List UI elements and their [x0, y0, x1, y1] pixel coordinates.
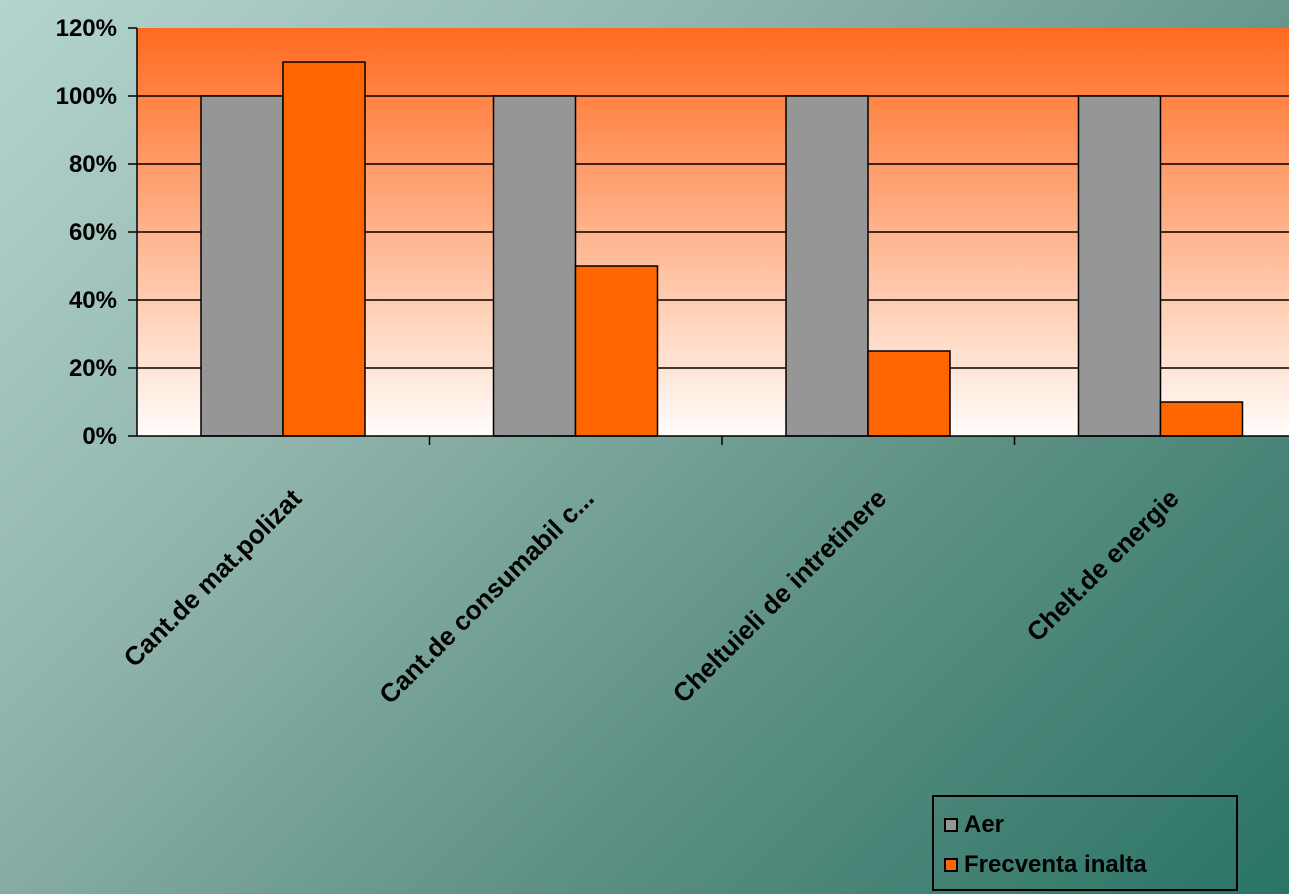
- chart-legend: Aer Frecventa inalta: [932, 795, 1238, 891]
- legend-swatch-frecventa-inalta: [944, 858, 958, 872]
- x-category-label: Cant.de consumabil c...: [373, 483, 600, 710]
- legend-swatch-aer: [944, 818, 958, 832]
- y-tick-label: 100%: [56, 83, 117, 110]
- bar-aer-3: [1077, 95, 1162, 437]
- x-category-label: Cant.de mat.polizat: [117, 483, 307, 673]
- y-tick-label: 80%: [69, 151, 117, 178]
- x-category-label: Cheltuieli de intretinere: [667, 483, 893, 709]
- x-category-label: Chelt.de energie: [1020, 483, 1184, 647]
- bar-frecventa-inalta-0: [282, 61, 366, 437]
- y-tick-label: 20%: [69, 355, 117, 382]
- bar-frecventa-inalta-2: [867, 350, 951, 437]
- legend-label-aer: Aer: [964, 811, 1005, 838]
- y-tick-label: 40%: [69, 287, 117, 314]
- bar-frecventa-inalta-3: [1159, 401, 1244, 437]
- bar-aer-1: [492, 95, 577, 437]
- y-tick-label: 120%: [56, 15, 117, 42]
- bar-frecventa-inalta-1: [574, 265, 659, 437]
- legend-item-frecventa-inalta: Frecventa inalta: [944, 845, 1226, 885]
- bar-aer-0: [200, 95, 284, 437]
- bar-aer-2: [785, 95, 869, 437]
- legend-label-frecventa-inalta: Frecventa inalta: [964, 851, 1147, 878]
- y-tick-label: 60%: [69, 219, 117, 246]
- y-tick-label: 0%: [82, 423, 117, 450]
- legend-item-aer: Aer: [944, 805, 1226, 845]
